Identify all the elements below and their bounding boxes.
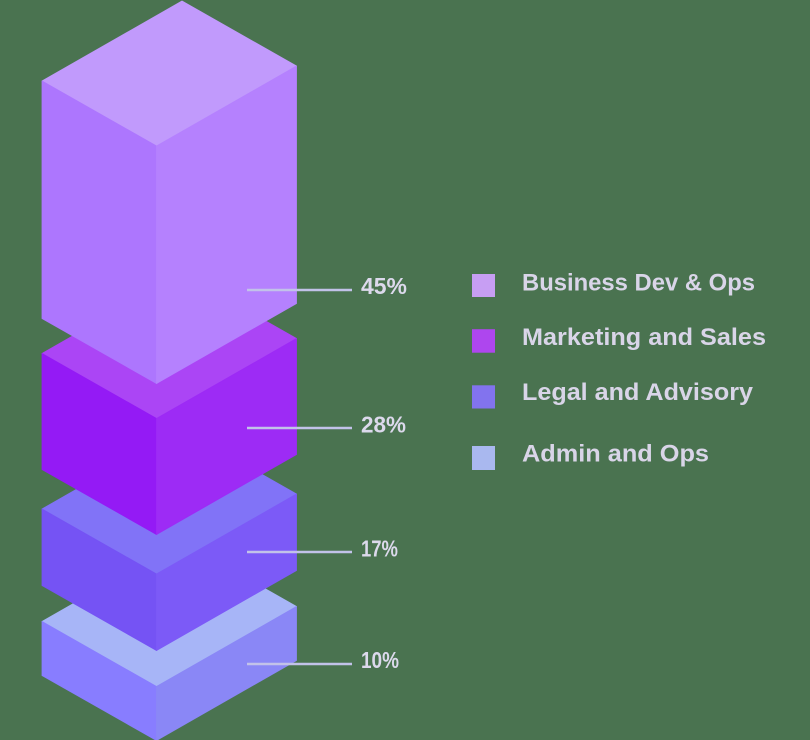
- svg-text:17%: 17%: [361, 535, 398, 561]
- svg-text:Business Dev & Ops: Business Dev & Ops: [522, 269, 755, 296]
- svg-text:28%: 28%: [361, 411, 406, 437]
- svg-text:10%: 10%: [361, 647, 399, 673]
- svg-text:Admin and Ops: Admin and Ops: [522, 441, 709, 468]
- svg-text:45%: 45%: [361, 273, 407, 299]
- svg-text:Marketing and Sales: Marketing and Sales: [522, 324, 766, 351]
- svg-text:Legal and Advisory: Legal and Advisory: [522, 379, 754, 406]
